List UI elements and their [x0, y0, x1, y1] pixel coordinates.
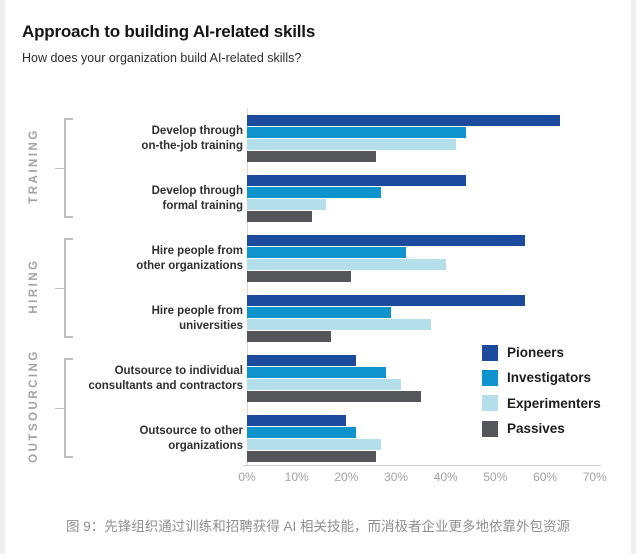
bar-pioneers-cat2 — [247, 235, 526, 246]
group-label-hiring: HIRING — [28, 257, 40, 314]
category-label-line: formal training — [162, 199, 243, 212]
group-bracket-tick-middle — [55, 287, 64, 289]
group-bracket-tick-top — [64, 358, 73, 360]
category-label-line: other organizations — [136, 259, 243, 272]
category-label-line: Hire people from — [151, 244, 243, 257]
group-bracket-tick-top — [64, 238, 73, 240]
category-label-line: Outsource to other — [139, 424, 243, 437]
category-label: Hire people from universities — [60, 304, 243, 334]
x-axis-line — [243, 465, 601, 466]
bar-experimenters-cat2 — [247, 259, 446, 270]
bar-passives-cat0 — [247, 151, 377, 162]
category-label: Outsource to individual consultants and c… — [60, 364, 243, 394]
group-bracket-tick-bottom — [64, 216, 73, 218]
bar-passives-cat3 — [247, 331, 332, 342]
category-label: Outsource to other organizations — [60, 424, 243, 454]
bar-pioneers-cat5 — [247, 415, 347, 426]
legend-swatch-experimenters — [482, 395, 498, 412]
legend-item-investigators: Investigators — [482, 369, 591, 386]
x-tick-label: 20% — [334, 470, 359, 484]
bar-pioneers-cat4 — [247, 355, 357, 366]
bar-experimenters-cat4 — [247, 379, 401, 390]
y-axis-line — [247, 108, 248, 465]
group-bracket-line — [64, 358, 66, 457]
group-bracket-tick-middle — [55, 167, 64, 169]
group-bracket-tick-bottom — [64, 456, 73, 458]
category-label-line: Develop through — [151, 124, 243, 137]
group-bracket-line — [64, 118, 66, 217]
bar-investigators-cat5 — [247, 427, 357, 438]
bar-experimenters-cat0 — [247, 139, 456, 150]
category-label-line: universities — [179, 319, 243, 332]
right-edge-band — [631, 0, 636, 554]
x-tick-label: 30% — [384, 470, 409, 484]
category-label-line: Develop through — [151, 184, 243, 197]
bar-pioneers-cat3 — [247, 295, 526, 306]
x-tick-label: 0% — [238, 470, 256, 484]
page-subtitle: How does your organization build AI-rela… — [22, 51, 302, 65]
bar-investigators-cat3 — [247, 307, 392, 318]
group-bracket-tick-top — [64, 118, 73, 120]
group-bracket-tick-bottom — [64, 336, 73, 338]
category-label-line: Hire people from — [151, 304, 243, 317]
x-tick-label: 60% — [533, 470, 558, 484]
legend-item-passives: Passives — [482, 420, 565, 437]
bar-investigators-cat0 — [247, 127, 466, 138]
bar-experimenters-cat1 — [247, 199, 327, 210]
page-title: Approach to building AI-related skills — [22, 22, 316, 41]
category-label-line: organizations — [168, 439, 243, 452]
figure-caption: 图 9：先锋组织通过训练和招聘获得 AI 相关技能，而消极者企业更多地依靠外包资… — [65, 519, 570, 534]
bar-passives-cat2 — [247, 271, 352, 282]
bar-investigators-cat4 — [247, 367, 387, 378]
legend-swatch-passives — [482, 420, 498, 437]
legend-item-experimenters: Experimenters — [482, 395, 601, 412]
x-tick-label: 50% — [483, 470, 508, 484]
legend-item-pioneers: Pioneers — [482, 344, 564, 361]
category-label-line: consultants and contractors — [88, 379, 243, 392]
legend-swatch-investigators — [482, 369, 498, 386]
bar-investigators-cat1 — [247, 187, 382, 198]
x-tick-label: 10% — [284, 470, 309, 484]
legend-swatch-pioneers — [482, 344, 498, 361]
bar-passives-cat1 — [247, 211, 312, 222]
legend-label: Passives — [507, 421, 565, 437]
bar-passives-cat4 — [247, 391, 421, 402]
bar-pioneers-cat0 — [247, 115, 560, 126]
category-label: Hire people from other organizations — [60, 244, 243, 274]
legend-label: Investigators — [507, 370, 592, 386]
group-bracket-tick-middle — [55, 407, 64, 409]
left-edge-band — [0, 0, 5, 554]
bar-experimenters-cat5 — [247, 439, 382, 450]
bar-passives-cat5 — [247, 451, 377, 462]
legend-label: Experimenters — [507, 395, 601, 411]
x-tick-label: 70% — [582, 470, 607, 484]
category-label-line: on-the-job training — [141, 139, 243, 152]
group-bracket-line — [64, 238, 66, 337]
legend-label: Pioneers — [507, 345, 565, 360]
bar-investigators-cat2 — [247, 247, 406, 258]
category-label: Develop through formal training — [60, 184, 243, 214]
group-label-outsourcing: OUTSOURCING — [28, 348, 40, 463]
bar-experimenters-cat3 — [247, 319, 431, 330]
category-label: Develop through on-the-job training — [60, 124, 243, 154]
x-tick-label: 40% — [433, 470, 458, 484]
group-label-training: TRAINING — [28, 127, 40, 204]
bar-pioneers-cat1 — [247, 175, 466, 186]
category-label-line: Outsource to individual — [114, 364, 243, 377]
